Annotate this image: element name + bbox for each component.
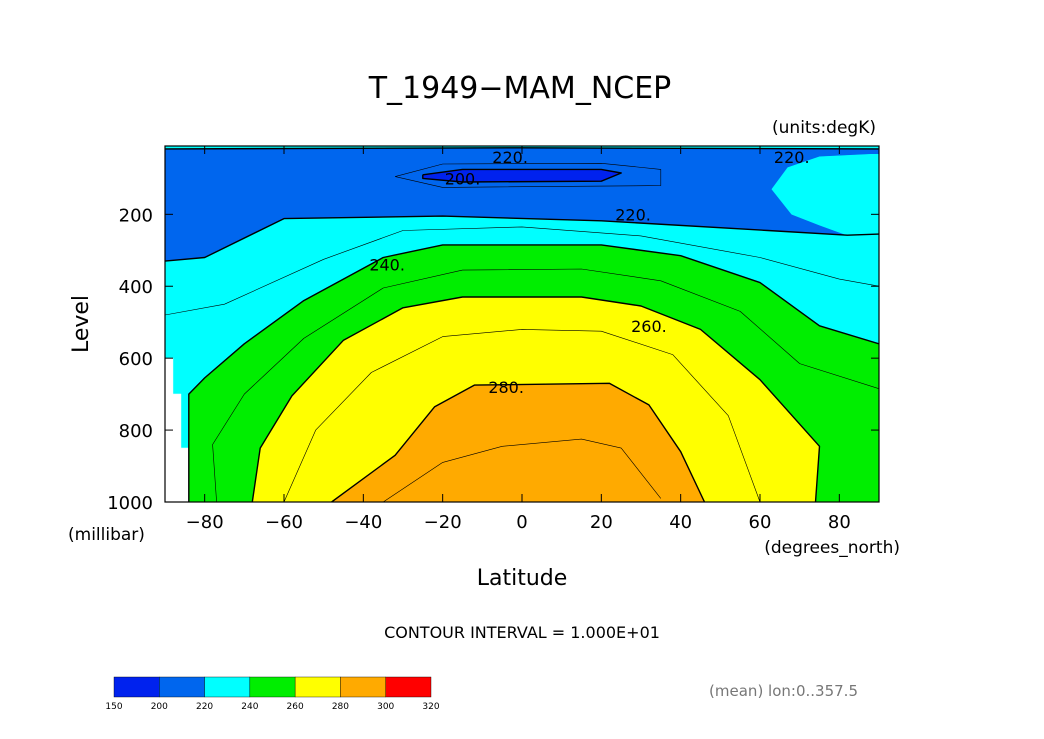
- colorbar-label: 320: [422, 702, 439, 712]
- contour-line-280: [331, 382, 706, 502]
- x-tick-label: −60: [265, 512, 303, 533]
- contour-line-230: [165, 226, 879, 316]
- colorbar-swatch: [385, 676, 432, 698]
- contour-label: 260.: [631, 317, 667, 336]
- colorbar-swatch: [294, 676, 341, 698]
- y-tick-label: 1000: [107, 493, 153, 514]
- contour-labels: 220. 200. 220. 220. 240. 260. 280.: [369, 148, 809, 397]
- contour-label: 220.: [615, 205, 651, 224]
- contour-fills: [165, 146, 879, 502]
- y-axis-label: Level: [69, 295, 94, 353]
- x-tick-label: 40: [669, 512, 692, 533]
- x-tick-label: −80: [186, 512, 224, 533]
- contour-label: 280.: [488, 378, 524, 397]
- colorbar-label: 240: [241, 702, 258, 712]
- units-label: (units:degK): [772, 118, 876, 138]
- colorbar-label: 150: [105, 702, 122, 712]
- colorbar-swatch: [113, 676, 160, 698]
- chart-title: T_1949−MAM_NCEP: [368, 71, 672, 106]
- contour-line-250: [212, 268, 879, 502]
- contour-fill-220-240: [771, 154, 879, 236]
- y-tick-label: 800: [119, 421, 153, 442]
- x-axis-units: (degrees_north): [764, 538, 900, 558]
- contour-label: 220.: [492, 148, 528, 167]
- contour-line-240: [188, 244, 879, 502]
- contour-line-210: [395, 163, 662, 188]
- contour-line-200: [422, 168, 622, 183]
- x-axis-label: Latitude: [477, 566, 568, 591]
- x-tick-label: 0: [516, 512, 527, 533]
- x-tick-label: 80: [828, 512, 851, 533]
- contour-line-290: [383, 438, 662, 502]
- contour-interval-note: CONTOUR INTERVAL = 1.000E+01: [384, 623, 660, 642]
- x-tick-label: −20: [424, 512, 462, 533]
- x-tick-label: −40: [344, 512, 382, 533]
- colorbar-label: 300: [377, 702, 394, 712]
- colorbar-swatch: [204, 676, 251, 698]
- colorbar-label: 200: [151, 702, 168, 712]
- contour-fill-below-240: [165, 357, 190, 502]
- y-axis-ticks: 200 400 600 800 1000: [107, 205, 879, 514]
- contour-line-260: [251, 296, 821, 502]
- y-tick-label: 600: [119, 349, 153, 370]
- colorbar-label: 260: [287, 702, 304, 712]
- colorbar-label: 220: [196, 702, 213, 712]
- y-axis-units: (millibar): [68, 525, 145, 545]
- contour-label: 240.: [369, 256, 405, 275]
- y-tick-label: 200: [119, 205, 153, 226]
- colorbar-label: 280: [332, 702, 349, 712]
- contour-line-270: [283, 329, 761, 502]
- x-tick-label: 60: [749, 512, 772, 533]
- colorbar-swatch: [249, 676, 296, 698]
- mean-note: (mean) lon:0..357.5: [709, 682, 858, 700]
- x-axis-ticks: −80 −60 −40 −20 0 20 40 60 80: [186, 146, 851, 533]
- contour-label: 200.: [445, 169, 481, 188]
- colorbar: 150 200 220 240 260 280 300 320: [105, 676, 440, 712]
- contour-line-220: [165, 215, 879, 262]
- x-tick-label: 20: [590, 512, 613, 533]
- y-tick-label: 400: [119, 277, 153, 298]
- contour-label: 220.: [774, 148, 810, 167]
- colorbar-swatch: [159, 676, 205, 698]
- colorbar-swatch: [340, 676, 386, 698]
